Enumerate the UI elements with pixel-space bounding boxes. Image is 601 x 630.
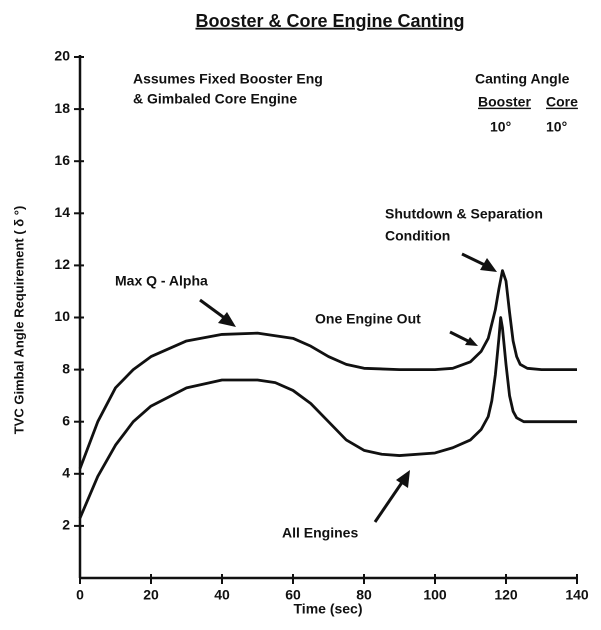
canting-title: Canting Angle [475, 71, 570, 87]
canting-label: Booster [478, 94, 531, 110]
annotation: Max Q - Alpha [115, 273, 208, 289]
annotation: Shutdown & Separation [385, 206, 543, 222]
arrow-head [480, 258, 497, 272]
y-tick-label: 12 [54, 256, 70, 272]
y-tick-label: 2 [62, 517, 70, 533]
x-tick-label: 120 [494, 587, 518, 603]
arrows [199, 252, 497, 523]
note: & Gimbaled Core Engine [133, 91, 297, 107]
y-tick-label: 6 [62, 412, 70, 428]
y-tick-label: 20 [54, 48, 70, 64]
x-tick-label: 60 [285, 587, 301, 603]
series-label: All Engines [282, 525, 358, 541]
y-tick-label: 18 [54, 100, 70, 116]
y-tick-label: 4 [62, 465, 70, 481]
y-axis-label: TVC Gimbal Angle Requirement ( δ °) [11, 206, 26, 435]
x-tick-label: 20 [143, 587, 159, 603]
y-tick-label: 10 [54, 308, 70, 324]
note: Assumes Fixed Booster Eng [133, 71, 323, 87]
canting-value: 10° [546, 119, 567, 135]
y-tick-label: 16 [54, 152, 70, 168]
x-axis-label: Time (sec) [294, 601, 363, 617]
canting-value: 10° [490, 119, 511, 135]
line [78, 316, 577, 519]
x-tick-label: 80 [356, 587, 372, 603]
arrow-head [218, 312, 236, 327]
x-tick-label: 40 [214, 587, 230, 603]
series-label: One Engine Out [315, 311, 421, 327]
arrow [373, 477, 407, 523]
canting-label: Core [546, 94, 578, 110]
chart-title: Booster & Core Engine Canting [195, 11, 464, 31]
x-tick-label: 140 [565, 587, 589, 603]
arrow-head [465, 337, 478, 346]
x-tick-label: 100 [423, 587, 447, 603]
y-tick-label: 8 [62, 360, 70, 376]
x-tick-label: 0 [76, 587, 84, 603]
arrow-head [396, 470, 410, 488]
annotation: Condition [385, 228, 450, 244]
y-tick-label: 14 [54, 204, 70, 220]
line [78, 269, 577, 470]
